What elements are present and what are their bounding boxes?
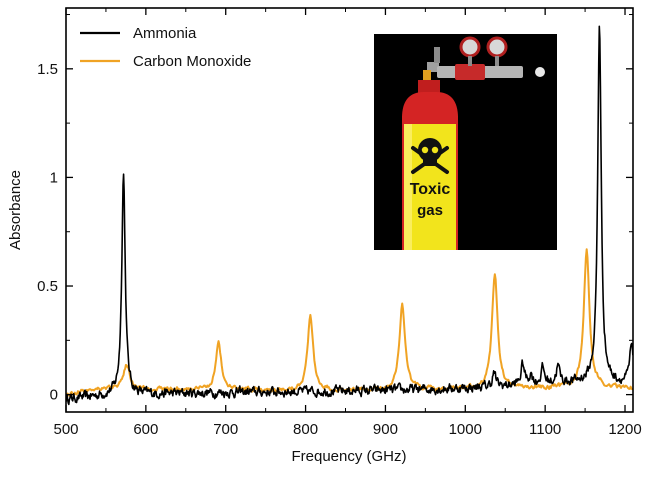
toxic-gas-cylinder-inset: Toxic gas [374, 34, 557, 250]
x-tick-label: 1200 [608, 421, 641, 438]
legend-label-ammonia: Ammonia [133, 25, 197, 42]
y-tick-label: 0 [50, 387, 58, 404]
y-tick-label: 1.5 [37, 61, 58, 78]
series-layer [66, 25, 633, 406]
x-tick-label: 500 [53, 421, 78, 438]
skull-crossbones-icon [411, 138, 449, 174]
gas-regulator-icon [423, 36, 545, 86]
series-line-ammonia [66, 25, 633, 406]
x-tick-label: 1100 [529, 421, 561, 438]
y-axis-label: Absorbance [7, 170, 24, 250]
legend: Ammonia Carbon Monoxide [80, 25, 251, 70]
x-axis-label: Frequency (GHz) [291, 448, 406, 465]
x-tick-label: 1000 [449, 421, 482, 438]
y-tick-label: 0.5 [37, 278, 58, 295]
series-line-carbon-monoxide [66, 248, 633, 397]
legend-label-carbon-monoxide: Carbon Monoxide [133, 53, 251, 70]
ticks-layer: 500 600 700 800 900 1000 1100 1200 0 0.5 1 1.5 [37, 8, 642, 438]
inset-label-gas: gas [417, 202, 443, 219]
x-tick-label: 600 [133, 421, 158, 438]
inset-label-toxic: Toxic [410, 181, 451, 198]
x-tick-label: 800 [293, 421, 318, 438]
plot-frame [65, 7, 634, 413]
y-tick-label: 1 [50, 169, 58, 186]
x-tick-label: 900 [373, 421, 398, 438]
x-tick-label: 700 [213, 421, 238, 438]
